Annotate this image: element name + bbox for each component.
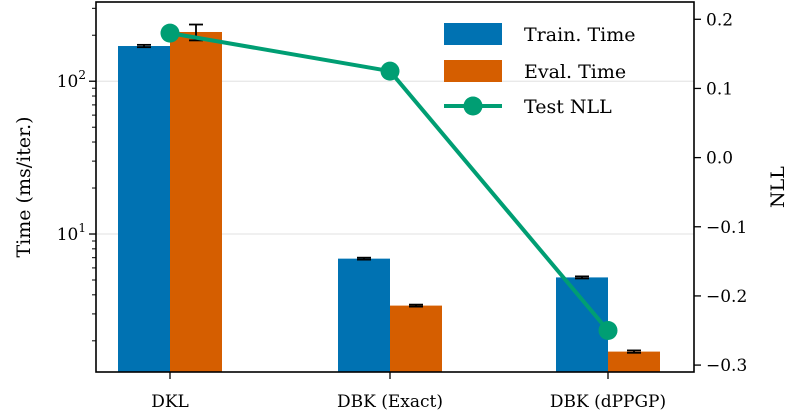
y-right-tick-label: −0.1 [706,218,747,238]
nll-point [380,61,400,81]
legend-label: Eval. Time [524,61,626,83]
bar [390,305,442,372]
y-right-tick-label: 0.1 [706,79,733,99]
legend-swatch [444,23,502,45]
y-axis-label: Time (ms/iter.) [13,116,35,257]
ticks-layer: 101 102 0.2 0.1 0.0 −0.1 −0.2 −0.3 DKL DBK (Exact… [57,7,747,412]
y-tick-label: 102 [57,68,86,92]
y-axis-label-right: NLL [767,166,789,208]
bar [608,351,660,372]
bar [556,277,608,372]
plot-frame [95,1,695,373]
legend-label: Test NLL [524,96,612,118]
y-right-tick-label: 0.2 [706,10,733,30]
legend-marker [463,96,483,116]
legend: Train. Time Eval. Time Test NLL [444,23,636,118]
bar [170,31,222,372]
line-layer [160,23,618,341]
y-right-tick-label: 0.0 [706,149,733,169]
bar [338,258,390,372]
legend-label: Train. Time [524,24,636,46]
x-tick-label: DKL [151,392,189,412]
y-right-tick-label: −0.2 [706,287,747,307]
bar [118,46,170,373]
nll-point [160,23,180,43]
x-tick-label: DBK (Exact) [337,392,443,412]
y-tick-label: 101 [57,221,86,245]
y-right-tick-label: −0.3 [706,356,747,376]
x-tick-label: DBK (dPPGP) [550,392,666,412]
nll-point [598,321,618,341]
legend-swatch [444,60,502,82]
bars-layer [118,23,660,373]
